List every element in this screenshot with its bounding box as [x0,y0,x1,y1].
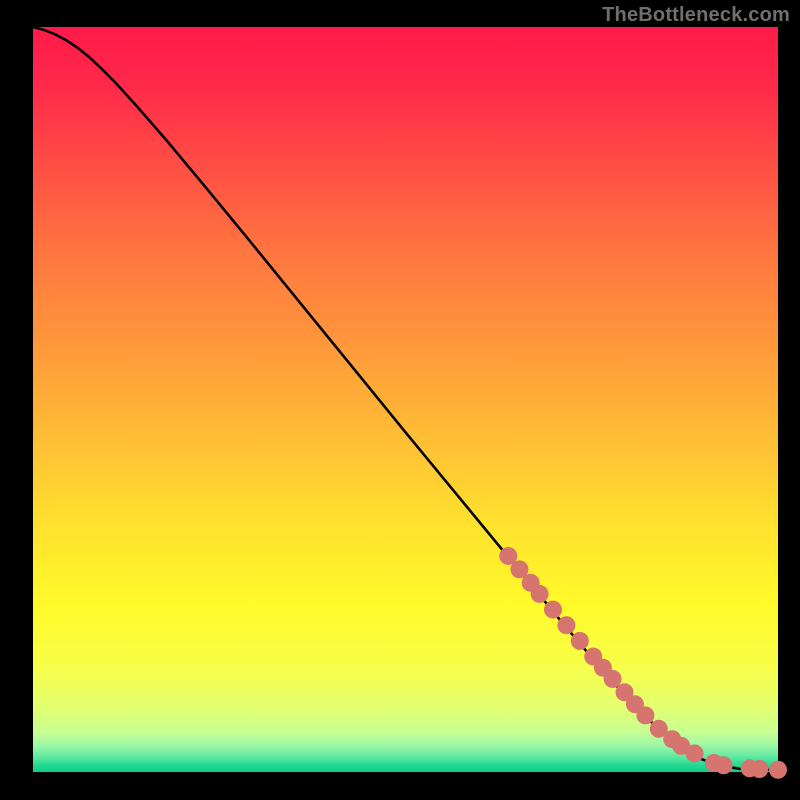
chart-svg [0,0,800,800]
data-marker [715,756,733,774]
data-marker [636,706,654,724]
watermark-text: TheBottleneck.com [602,4,790,27]
chart-stage: TheBottleneck.com [0,0,800,800]
data-marker [531,585,549,603]
data-marker [750,760,768,778]
data-marker [686,744,704,762]
data-marker [604,670,622,688]
data-marker [571,632,589,650]
data-marker [769,761,787,779]
plot-area [33,27,778,772]
data-marker [544,601,562,619]
data-marker [557,616,575,634]
